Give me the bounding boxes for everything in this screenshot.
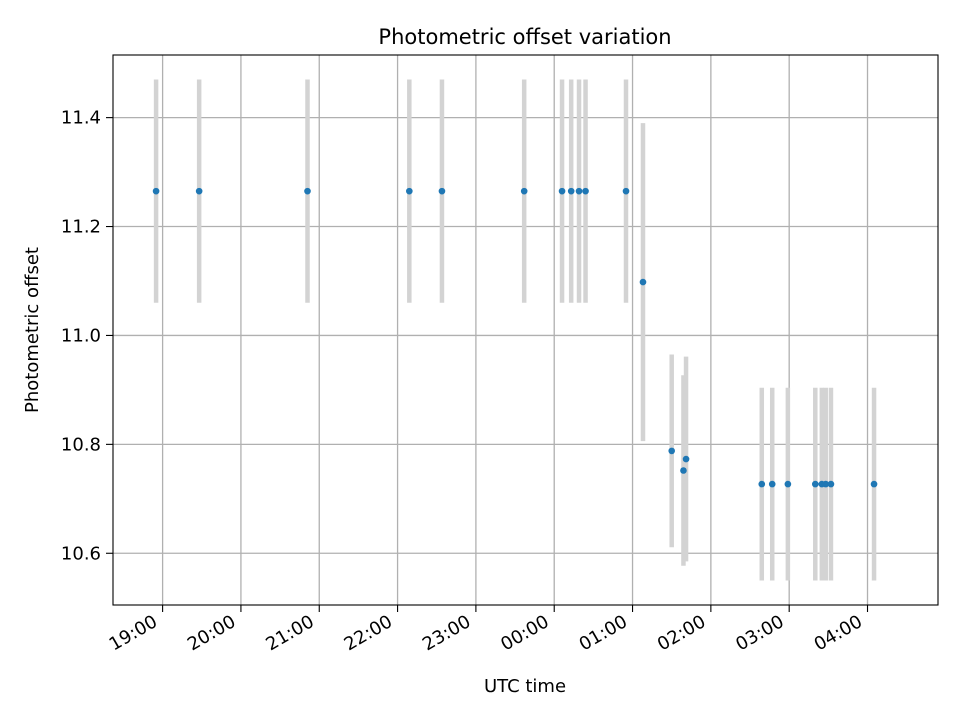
- point-layer: [152, 187, 878, 488]
- data-point: [582, 187, 589, 195]
- data-point: [406, 187, 413, 195]
- y-tick-label: 11.2: [61, 217, 101, 238]
- data-point: [822, 480, 830, 488]
- data-point: [668, 447, 676, 455]
- data-point: [870, 480, 878, 488]
- data-point: [304, 187, 311, 195]
- data-point: [575, 187, 583, 195]
- data-point: [827, 480, 835, 488]
- chart-title: Photometric offset variation: [378, 25, 671, 49]
- data-point: [622, 187, 630, 195]
- y-tick-label: 10.6: [61, 543, 101, 564]
- data-point: [567, 187, 575, 195]
- data-point: [768, 480, 776, 488]
- y-tick-label: 11.0: [61, 325, 101, 346]
- data-point: [558, 187, 566, 195]
- y-axis-label: Photometric offset: [22, 247, 43, 413]
- y-tick-label: 10.8: [61, 434, 101, 455]
- data-point: [784, 480, 792, 488]
- data-point: [152, 187, 160, 195]
- y-tick-label: 11.4: [61, 108, 101, 129]
- data-point: [682, 455, 690, 463]
- plot-frame: [112, 54, 939, 606]
- data-point: [680, 467, 687, 474]
- data-point: [520, 187, 528, 195]
- data-point: [811, 480, 819, 488]
- x-axis-label: UTC time: [484, 676, 566, 697]
- data-point: [195, 187, 203, 195]
- data-point: [639, 278, 647, 286]
- data-point: [758, 480, 766, 488]
- data-point: [438, 187, 446, 195]
